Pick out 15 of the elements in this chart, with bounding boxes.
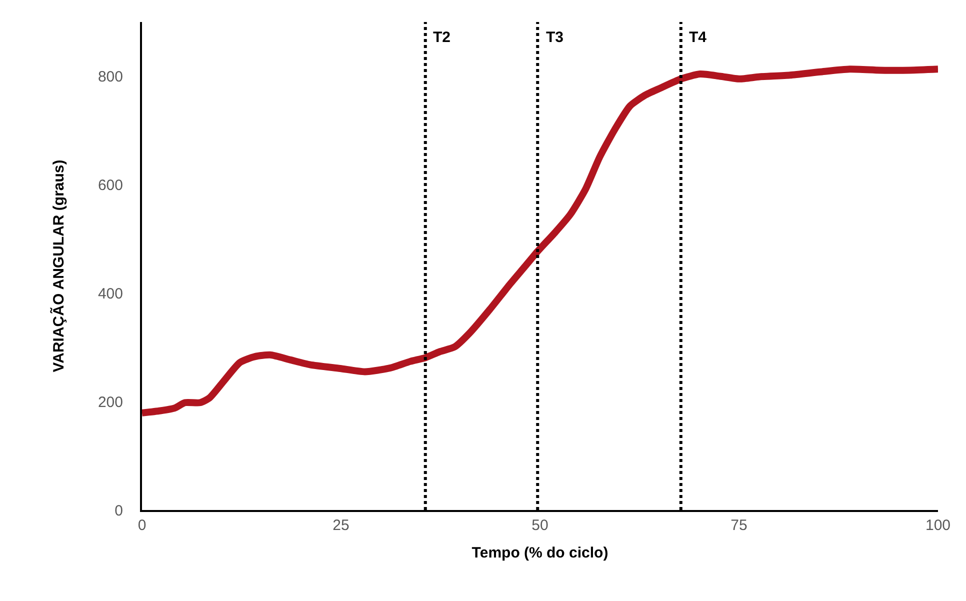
y-tick-label: 200 bbox=[98, 394, 123, 411]
x-tick-label: 50 bbox=[532, 517, 548, 534]
x-tick-label: 25 bbox=[332, 517, 350, 534]
y-axis-title: VARIAÇÃO ANGULAR (graus) bbox=[50, 160, 68, 372]
ref-line-label: T4 bbox=[689, 29, 708, 46]
x-tick-label: 0 bbox=[138, 517, 146, 534]
x-tick-label: 100 bbox=[925, 517, 951, 534]
x-tick-label: 75 bbox=[730, 517, 748, 534]
y-tick-label: 800 bbox=[98, 68, 123, 86]
x-axis-title: Tempo (% do ciclo) bbox=[472, 544, 608, 562]
y-tick-label: 600 bbox=[98, 176, 123, 194]
ref-line-label: T3 bbox=[546, 29, 564, 46]
y-tick-label: 400 bbox=[98, 285, 123, 302]
ref-line-label: T2 bbox=[433, 29, 451, 46]
y-tick-label: 0 bbox=[114, 502, 123, 520]
